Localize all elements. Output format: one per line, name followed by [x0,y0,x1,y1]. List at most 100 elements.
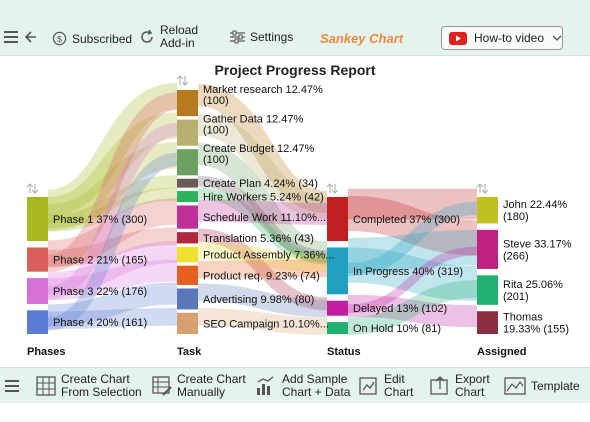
assigned-node[interactable] [477,197,498,224]
status-assigned-link [347,229,478,274]
status-label: On Hold 10% (81) [353,323,441,335]
assigned-label: Thomas [503,312,543,324]
reload-icon [139,29,155,45]
menu-icon[interactable] [5,380,19,392]
phase-task-link [47,152,178,331]
task-label: Schedule Work 11.10%... [203,212,326,224]
task-node[interactable] [177,178,198,188]
task-label: Product req. 9.23% (74) [203,270,320,282]
phase-label: Phase 2 21% (165) [53,255,147,267]
top-toolbar: $ Subscribed Reload Add-in Settings Sank… [0,0,590,56]
status-label: Delayed 13% (102) [353,303,447,315]
phase-task-link [47,123,178,300]
status-assigned-link [347,247,478,301]
status-assigned-link [347,280,478,335]
column-header: Assigned [477,346,527,358]
task-node[interactable] [177,312,198,334]
phase-label: Phase 3 22% (176) [53,286,147,298]
status-node[interactable] [327,322,348,334]
edit-chart-button[interactable]: Edit Chart [359,373,413,399]
add-sample-chart-button[interactable]: Add Sample Chart + Data [255,373,350,399]
status-label: Completed 37% (300) [353,214,460,226]
phase-node[interactable] [27,197,48,242]
assigned-label-value: 19.33% (155) [503,324,569,336]
task-sort-icon[interactable] [176,75,189,86]
phase-task-link [46,82,179,217]
status-node[interactable] [327,247,348,295]
assigned-sort-icon[interactable] [476,183,489,194]
sample-chart-icon [255,376,277,396]
settings-label: Settings [250,30,294,44]
phase-task-link [47,141,178,231]
chart-title: Project Progress Report [214,62,376,78]
assigned-label-value: (201) [503,291,529,303]
export-chart-button[interactable]: Export Chart [430,373,490,399]
task-label: Create Budget 12.47% [203,143,315,155]
task-label: Market research 12.47% [203,84,323,96]
task-node[interactable] [177,191,198,203]
task-label-value: (100) [203,95,229,107]
status-sort-icon[interactable] [326,183,339,194]
phase-node[interactable] [27,310,48,334]
status-node[interactable] [327,300,348,316]
task-node[interactable] [177,90,198,117]
phase-task-link [47,227,178,268]
assigned-node[interactable] [477,311,498,334]
dollar-circle-icon: $ [52,31,67,46]
status-assigned-link [347,195,478,256]
phase-node[interactable] [27,247,48,272]
assigned-node[interactable] [477,275,498,305]
task-node[interactable] [177,205,198,229]
task-label: Create Plan 4.24% (34) [203,178,318,190]
reload-addin-label: Reload Add-in [160,23,199,50]
create-chart-from-selection-button[interactable]: Create Chart From Selection [36,373,142,399]
create-chart-manually-button[interactable]: Create Chart Manually [152,373,246,399]
phase-node[interactable] [27,278,48,304]
phase-task-link [47,259,178,301]
column-header: Phases [27,346,66,358]
subscribed-button[interactable]: $ Subscribed [52,31,132,46]
template-button[interactable]: Template [504,377,580,395]
task-node[interactable] [177,265,198,286]
bottom-toolbar: Create Chart From Selection Create Chart… [0,367,590,403]
phase-task-link [47,198,178,267]
phase-label: Phase 1 37% (300) [53,214,147,226]
task-label: SEO Campaign 10.10%... [203,318,329,330]
task-node[interactable] [177,246,198,263]
phase-task-link [47,240,178,295]
phase-task-link [46,92,179,273]
task-node[interactable] [177,288,198,310]
menu-icon[interactable] [4,31,18,43]
assigned-node[interactable] [477,229,498,269]
assigned-label-value: (180) [503,211,529,223]
brand-label: Sankey Chart [320,31,404,46]
phase-label: Phase 4 20% (161) [53,317,147,329]
template-label: Template [531,379,580,393]
back-arrow-icon[interactable] [24,30,38,44]
phase-task-link [47,308,178,330]
task-status-link [197,143,328,264]
export-icon [430,376,450,396]
task-status-link [197,259,328,279]
how-to-video-dropdown[interactable]: How-to video [441,26,563,50]
task-label: Product Assembly 7.36%... [203,250,334,262]
assigned-label-value: (266) [503,250,529,262]
task-node[interactable] [177,119,198,146]
task-status-link [197,188,328,265]
task-status-link [197,308,328,335]
table-edit-icon [152,376,172,396]
task-label: Translation 5.36% (43) [203,233,314,245]
footer-strip [0,403,590,422]
task-node[interactable] [177,232,198,244]
task-status-link [197,199,328,225]
task-label: Gather Data 12.47% [203,114,304,126]
chevron-down-icon [552,35,562,41]
status-node[interactable] [327,197,348,242]
reload-addin-button[interactable]: Reload Add-in [139,24,198,50]
status-assigned-link [347,201,478,277]
settings-button[interactable]: Settings [230,30,293,44]
assigned-label: John 22.44% [503,199,567,211]
task-node[interactable] [177,149,198,176]
phases-sort-icon[interactable] [26,183,39,194]
task-label-value: (100) [203,154,229,166]
